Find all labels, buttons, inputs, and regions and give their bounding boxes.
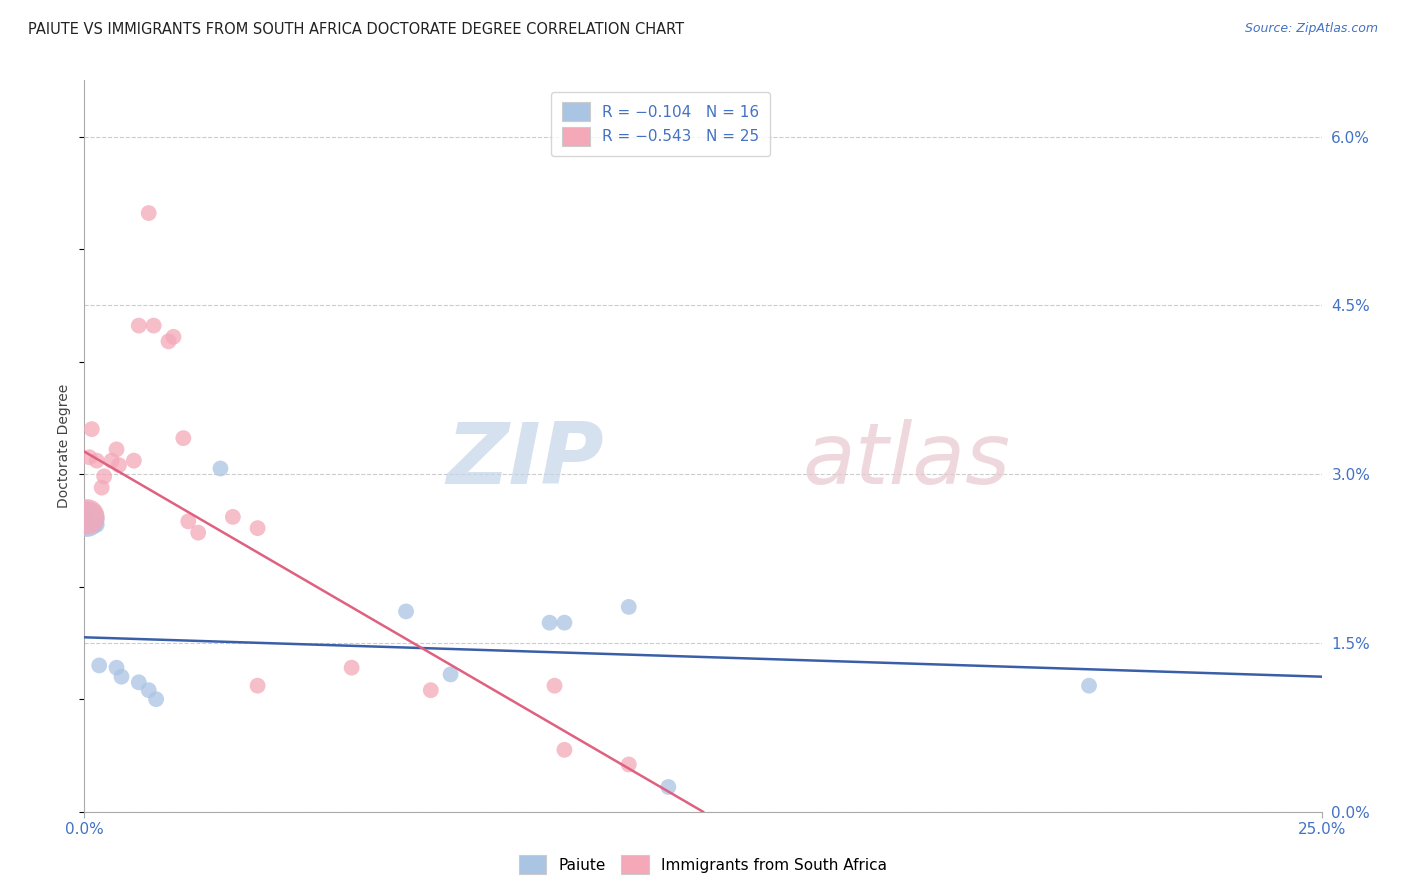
Point xyxy=(138,206,160,220)
Point xyxy=(657,780,679,794)
Point xyxy=(80,422,103,436)
Point xyxy=(138,683,160,698)
Point xyxy=(246,679,269,693)
Point xyxy=(105,661,128,675)
Point xyxy=(187,525,209,540)
Text: ZIP: ZIP xyxy=(446,419,605,502)
Point xyxy=(128,675,150,690)
Point xyxy=(157,334,180,349)
Point xyxy=(90,481,112,495)
Point xyxy=(108,458,131,472)
Point xyxy=(76,509,98,524)
Point xyxy=(439,667,461,681)
Legend: R = −0.104   N = 16, R = −0.543   N = 25: R = −0.104 N = 16, R = −0.543 N = 25 xyxy=(551,92,769,156)
Point xyxy=(79,450,101,465)
Point xyxy=(1078,679,1101,693)
Point xyxy=(145,692,167,706)
Point xyxy=(162,330,184,344)
Text: PAIUTE VS IMMIGRANTS FROM SOUTH AFRICA DOCTORATE DEGREE CORRELATION CHART: PAIUTE VS IMMIGRANTS FROM SOUTH AFRICA D… xyxy=(28,22,685,37)
Point xyxy=(128,318,150,333)
Point xyxy=(553,743,575,757)
Point xyxy=(419,683,441,698)
Point xyxy=(538,615,561,630)
Point xyxy=(246,521,269,535)
Point xyxy=(222,509,245,524)
Point xyxy=(142,318,165,333)
Point xyxy=(93,469,115,483)
Point xyxy=(395,604,418,618)
Point xyxy=(543,679,565,693)
Point xyxy=(617,757,640,772)
Point xyxy=(617,599,640,614)
Legend: Paiute, Immigrants from South Africa: Paiute, Immigrants from South Africa xyxy=(513,849,893,880)
Point xyxy=(553,615,575,630)
Point xyxy=(172,431,194,445)
Point xyxy=(89,658,111,673)
Point xyxy=(209,461,232,475)
Point xyxy=(122,453,145,467)
Point xyxy=(110,670,132,684)
Point xyxy=(340,661,363,675)
Text: Source: ZipAtlas.com: Source: ZipAtlas.com xyxy=(1244,22,1378,36)
Point xyxy=(177,515,200,529)
Point xyxy=(86,517,108,532)
Text: atlas: atlas xyxy=(801,419,1010,502)
Point xyxy=(105,442,128,457)
Point xyxy=(76,512,98,526)
Point xyxy=(86,453,108,467)
Point xyxy=(76,512,98,526)
Point xyxy=(100,453,122,467)
Y-axis label: Doctorate Degree: Doctorate Degree xyxy=(58,384,72,508)
